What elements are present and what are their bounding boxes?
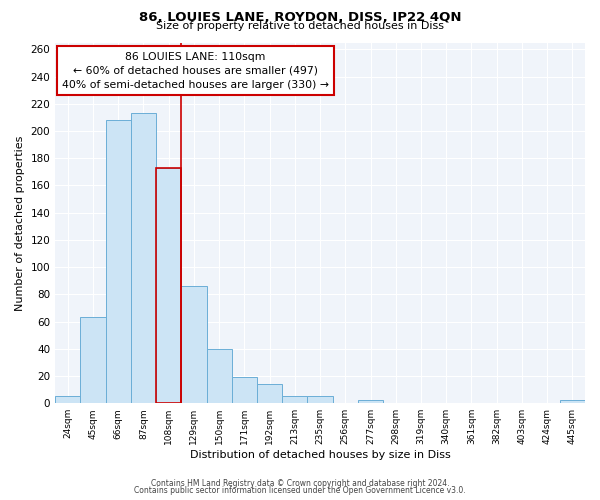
Bar: [181, 286, 206, 403]
Text: 86, LOUIES LANE, ROYDON, DISS, IP22 4QN: 86, LOUIES LANE, ROYDON, DISS, IP22 4QN: [139, 11, 461, 24]
Bar: [282, 396, 307, 403]
Bar: [80, 318, 106, 403]
Bar: [257, 384, 282, 403]
Text: 86 LOUIES LANE: 110sqm
← 60% of detached houses are smaller (497)
40% of semi-de: 86 LOUIES LANE: 110sqm ← 60% of detached…: [62, 52, 329, 90]
Bar: [156, 168, 181, 403]
Bar: [131, 114, 156, 403]
Bar: [55, 396, 80, 403]
Y-axis label: Number of detached properties: Number of detached properties: [15, 135, 25, 310]
Bar: [358, 400, 383, 403]
Text: Size of property relative to detached houses in Diss: Size of property relative to detached ho…: [156, 21, 444, 31]
Bar: [560, 400, 585, 403]
Bar: [106, 120, 131, 403]
Text: Contains public sector information licensed under the Open Government Licence v3: Contains public sector information licen…: [134, 486, 466, 495]
Text: Contains HM Land Registry data © Crown copyright and database right 2024.: Contains HM Land Registry data © Crown c…: [151, 478, 449, 488]
Bar: [307, 396, 332, 403]
Bar: [206, 349, 232, 403]
X-axis label: Distribution of detached houses by size in Diss: Distribution of detached houses by size …: [190, 450, 451, 460]
Bar: [232, 378, 257, 403]
